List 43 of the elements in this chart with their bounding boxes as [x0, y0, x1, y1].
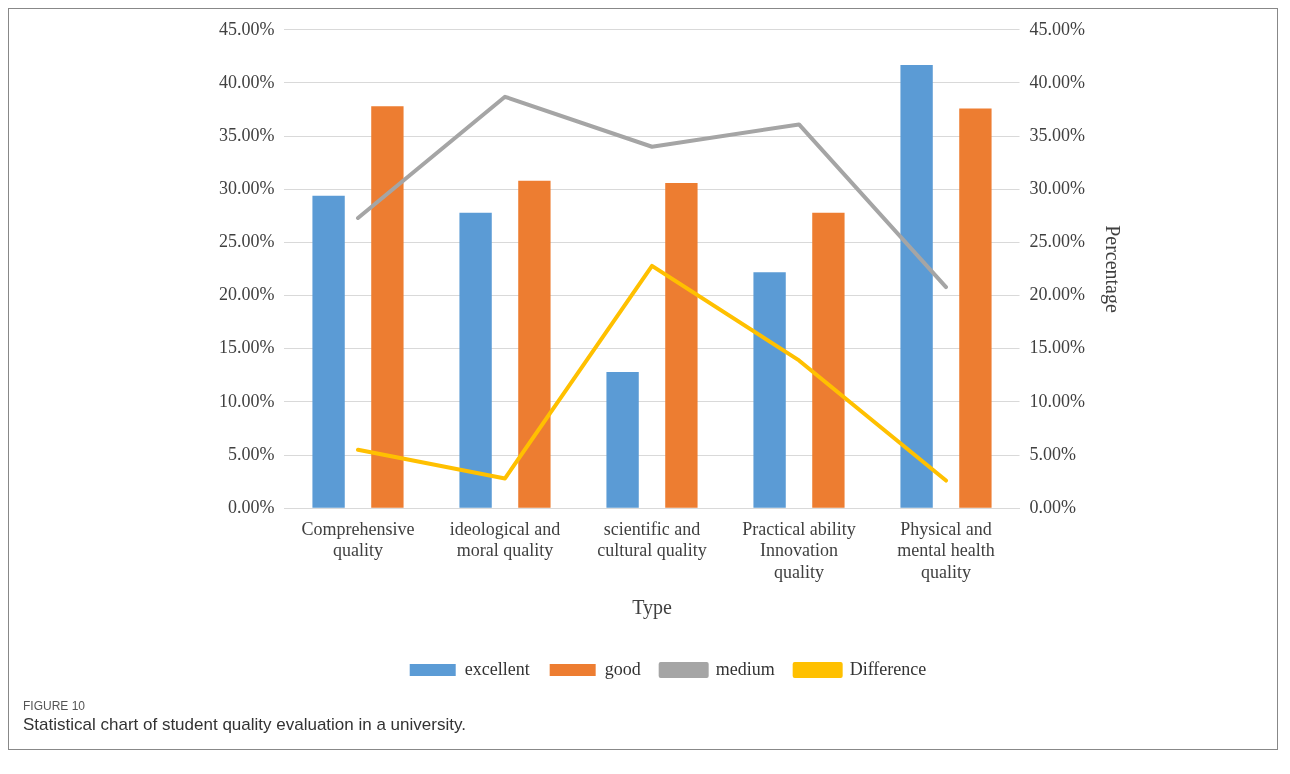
- bar: [606, 372, 639, 508]
- y2-tick-label: 25.00%: [1029, 231, 1086, 252]
- caption: FIGURE 10: [23, 699, 86, 713]
- y2-tick-label: 20.00%: [1029, 284, 1086, 305]
- y2-tick-label: 15.00%: [1029, 337, 1086, 358]
- y-tick-label: 40.00%: [218, 71, 275, 92]
- y2-tick-label: 45.00%: [1029, 18, 1086, 39]
- bar: [812, 212, 845, 508]
- y-tick-label: 10.00%: [218, 390, 275, 411]
- legend-label: excellent: [464, 658, 530, 679]
- legend-label: good: [604, 658, 641, 679]
- bar: [959, 108, 992, 508]
- bar: [371, 106, 404, 508]
- bar: [665, 182, 698, 508]
- text: Statistical chart of student quality evaluation in a university.: [23, 715, 467, 735]
- x-tick-label: scientific and cultural quality: [597, 518, 707, 561]
- y-tick-label: 5.00%: [227, 443, 275, 464]
- x-tick-label: ideological and moral quality: [449, 518, 561, 561]
- x-tick-label: Physical and mental health quality: [897, 518, 995, 582]
- x-axis-title: Type: [632, 596, 672, 620]
- x-tick-label: Practical ability Innovation quality: [742, 518, 856, 582]
- y2-tick-label: 10.00%: [1029, 390, 1086, 411]
- y-tick-label: 30.00%: [218, 178, 275, 198]
- y2-tick-label: 35.00%: [1029, 124, 1086, 145]
- bar: [459, 212, 492, 508]
- y2-tick-label: 5.00%: [1029, 443, 1077, 464]
- x-tick-label: Comprehensive quality: [301, 518, 415, 561]
- legend-label: medium: [715, 658, 775, 679]
- legend-label: Difference: [849, 658, 927, 679]
- y2-tick-label: 0.00%: [1029, 496, 1077, 517]
- bar: [753, 272, 786, 508]
- y-tick-label: 35.00%: [218, 124, 275, 145]
- y2-tick-label: 30.00%: [1029, 178, 1086, 198]
- y-tick-label: 0.00%: [227, 496, 275, 517]
- y-tick-label: 20.00%: [218, 284, 275, 305]
- y2-axis-title: Percentage: [1100, 225, 1124, 313]
- y-tick-label: 15.00%: [218, 337, 275, 358]
- bar: [900, 64, 933, 508]
- y-tick-label: 45.00%: [218, 18, 275, 39]
- bar: [518, 180, 551, 508]
- y2-tick-label: 40.00%: [1029, 71, 1086, 92]
- y-tick-label: 25.00%: [218, 231, 275, 252]
- bar: [312, 195, 345, 508]
